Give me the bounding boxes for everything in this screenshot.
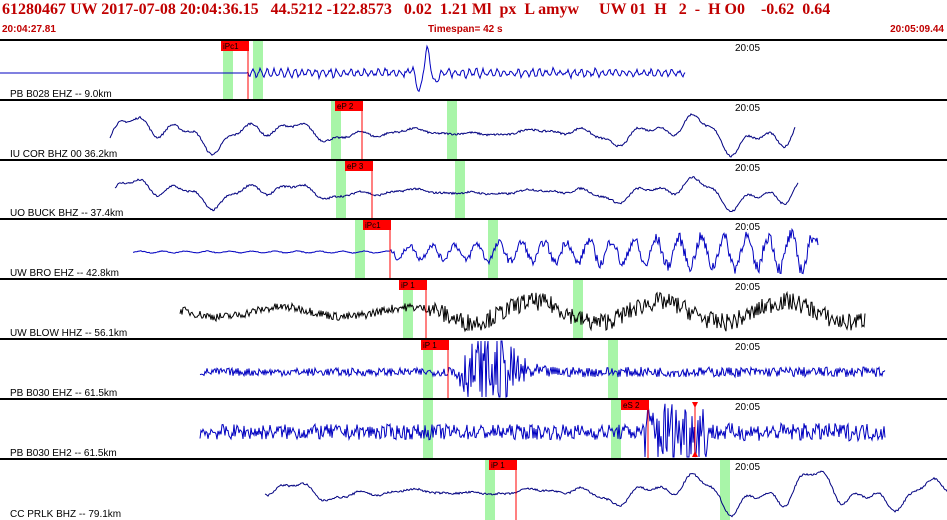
station-label: UO BUCK BHZ -- 37.4km: [10, 208, 123, 219]
pick-flag[interactable]: [399, 280, 427, 290]
pick-window: [488, 220, 498, 279]
waveform-line: [114, 176, 799, 213]
trace-panel[interactable]: 20:05 iPc1 PB B028 EHZ -- 9.0km: [0, 39, 947, 100]
waveform-line: [264, 470, 947, 518]
window-end-time: 20:05:09.44: [890, 24, 944, 35]
timespan-readout: Timespan= 42 s: [428, 24, 503, 35]
pick-window: [423, 400, 433, 459]
waveform-line: [179, 290, 866, 333]
trace-panel[interactable]: 20:05 iP 1 PB B030 EHZ -- 61.5km: [0, 338, 947, 399]
time-mark-label: 20:05: [735, 282, 760, 293]
station-label: IU COR BHZ 00 36.2km: [10, 149, 117, 160]
pick-window: [608, 340, 618, 399]
time-mark-label: 20:05: [735, 342, 760, 353]
trace-panel[interactable]: 20:05 iPc1 UW BRO EHZ -- 42.8km: [0, 218, 947, 279]
waveform-line: [109, 113, 796, 158]
pick-window: [253, 41, 263, 100]
station-label: CC PRLK BHZ -- 79.1km: [10, 509, 121, 520]
pick-flag[interactable]: [621, 400, 649, 410]
station-label: UW BLOW HHZ -- 56.1km: [10, 328, 127, 339]
trace-panel[interactable]: 20:05 iP 1 UW BLOW HHZ -- 56.1km: [0, 278, 947, 339]
pick-flag[interactable]: [489, 460, 517, 470]
pick-label: iP 1: [423, 341, 437, 350]
event-header: 61280467 UW 2017-07-08 20:04:36.15 44.52…: [0, 0, 947, 40]
pick-window: [331, 101, 341, 160]
pick-window: [455, 161, 465, 219]
pick-label: iPc1: [365, 221, 381, 230]
pick-flag[interactable]: [345, 161, 373, 171]
event-summary-title: 61280467 UW 2017-07-08 20:04:36.15 44.52…: [2, 1, 831, 18]
pick-label: eP 2: [337, 102, 354, 111]
pick-label: eP 3: [347, 162, 364, 171]
pick-window: [485, 460, 495, 520]
time-mark-label: 20:05: [735, 43, 760, 54]
pick-window: [720, 460, 730, 520]
time-mark-label: 20:05: [735, 462, 760, 473]
waveform-line: [199, 403, 886, 458]
pick-label: iPc1: [223, 42, 239, 51]
pick-window: [336, 161, 346, 219]
trace-panel[interactable]: 20:05 eS 2 PB B030 EH2 -- 61.5km: [0, 398, 947, 459]
waveform-line: [199, 340, 886, 398]
pick-window: [447, 101, 457, 160]
station-label: PB B030 EHZ -- 61.5km: [10, 388, 117, 399]
pick-window: [403, 280, 413, 339]
window-start-time: 20:04:27.81: [2, 24, 56, 35]
pick-window: [573, 280, 583, 339]
station-label: UW BRO EHZ -- 42.8km: [10, 268, 119, 279]
station-label: PB B028 EHZ -- 9.0km: [10, 89, 112, 100]
pick-window: [423, 340, 433, 399]
pick-label: iP 1: [401, 281, 415, 290]
trace-panel[interactable]: 20:05 eP 3 UO BUCK BHZ -- 37.4km: [0, 159, 947, 219]
pick-flag[interactable]: [335, 101, 363, 111]
pick-window: [355, 220, 365, 279]
time-mark-label: 20:05: [735, 103, 760, 114]
waveform-line: [133, 227, 819, 275]
time-mark-label: 20:05: [735, 163, 760, 174]
trace-panel[interactable]: 20:05 iP 1 CC PRLK BHZ -- 79.1km: [0, 458, 947, 520]
time-mark-label: 20:05: [735, 222, 760, 233]
station-label: PB B030 EH2 -- 61.5km: [10, 448, 117, 459]
pick-flag[interactable]: [421, 340, 449, 350]
pick-label: eS 2: [623, 401, 640, 410]
pick-window: [223, 41, 233, 100]
waveform-line: [0, 44, 686, 93]
pick-label: iP 1: [491, 461, 505, 470]
pick-flag[interactable]: [363, 220, 391, 230]
time-mark-label: 20:05: [735, 402, 760, 413]
trace-panel[interactable]: 20:05 eP 2 IU COR BHZ 00 36.2km: [0, 99, 947, 160]
pick-flag[interactable]: [221, 41, 249, 51]
